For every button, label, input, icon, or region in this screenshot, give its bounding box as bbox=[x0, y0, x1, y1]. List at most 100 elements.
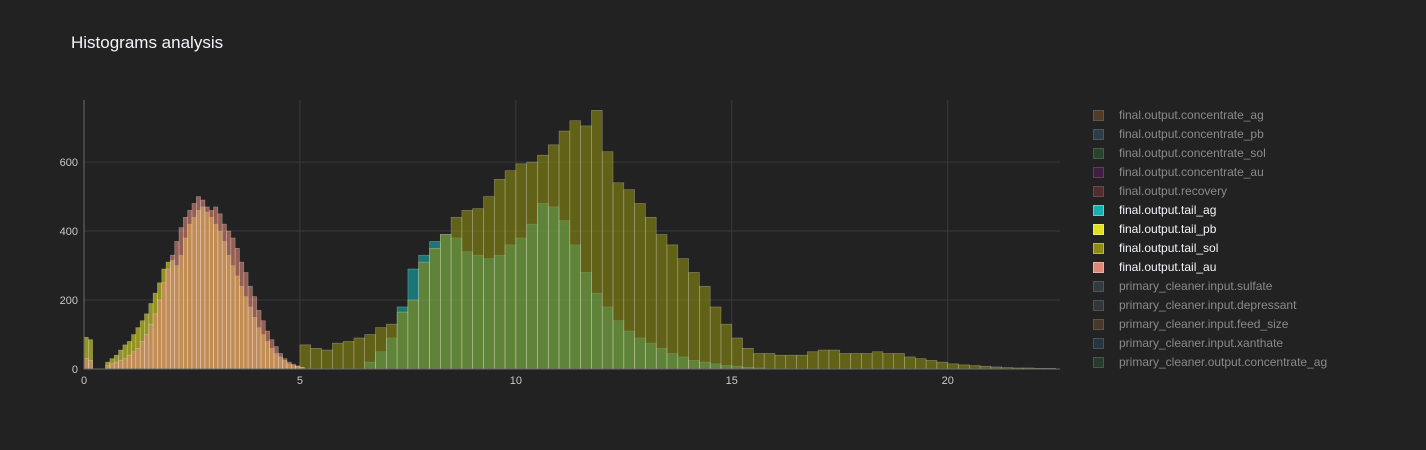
histogram-bar[interactable] bbox=[234, 247, 240, 370]
histogram-bar[interactable] bbox=[139, 341, 145, 370]
histogram-bar[interactable] bbox=[828, 349, 841, 370]
histogram-bar[interactable] bbox=[461, 210, 473, 370]
histogram-bar[interactable] bbox=[753, 353, 765, 370]
histogram-bar[interactable] bbox=[174, 241, 180, 370]
histogram-bar[interactable] bbox=[623, 189, 635, 370]
histogram-bar[interactable] bbox=[252, 296, 258, 370]
histogram-bar[interactable] bbox=[915, 358, 927, 370]
histogram-bar[interactable] bbox=[418, 261, 430, 370]
histogram-bar[interactable] bbox=[286, 361, 292, 370]
histogram-bar[interactable] bbox=[187, 210, 193, 370]
legend-item[interactable]: primary_cleaner.input.sulfate bbox=[1093, 277, 1327, 296]
histogram-bar[interactable] bbox=[310, 348, 322, 370]
histogram-bar[interactable] bbox=[386, 323, 398, 370]
histogram-bar[interactable] bbox=[947, 363, 959, 370]
histogram-bar[interactable] bbox=[126, 354, 132, 370]
histogram-bar[interactable] bbox=[677, 258, 689, 370]
histogram-bar[interactable] bbox=[709, 306, 722, 370]
histogram-bar[interactable] bbox=[269, 339, 275, 370]
histogram-bar[interactable] bbox=[925, 360, 938, 370]
histogram-bar[interactable] bbox=[332, 342, 344, 370]
histogram-bar[interactable] bbox=[612, 182, 625, 370]
histogram-bar[interactable] bbox=[439, 234, 452, 370]
histogram-bar[interactable] bbox=[265, 330, 270, 370]
legend-item[interactable]: final.output.tail_sol bbox=[1093, 239, 1327, 258]
histogram-bar[interactable] bbox=[655, 234, 668, 370]
histogram-bar[interactable] bbox=[113, 361, 119, 370]
histogram-bar[interactable] bbox=[273, 346, 279, 370]
histogram-bar[interactable] bbox=[299, 344, 312, 370]
histogram-bar[interactable] bbox=[247, 285, 253, 370]
histogram-bar[interactable] bbox=[969, 365, 981, 370]
histogram-bar[interactable] bbox=[936, 361, 949, 370]
legend-item[interactable]: final.output.concentrate_sol bbox=[1093, 144, 1327, 163]
histogram-bar[interactable] bbox=[170, 254, 175, 370]
legend-item[interactable]: final.output.tail_au bbox=[1093, 258, 1327, 277]
histogram-bar[interactable] bbox=[239, 261, 245, 370]
histogram-bar[interactable] bbox=[493, 179, 506, 370]
histogram-bar[interactable] bbox=[157, 299, 163, 370]
histogram-bar[interactable] bbox=[483, 196, 495, 370]
histogram-bar[interactable] bbox=[83, 358, 89, 370]
histogram-bar[interactable] bbox=[88, 360, 93, 370]
histogram-bar[interactable] bbox=[407, 299, 419, 370]
histogram-bar[interactable] bbox=[634, 203, 646, 370]
histogram-bar[interactable] bbox=[645, 216, 657, 370]
histogram-bar[interactable] bbox=[191, 203, 197, 370]
histogram-bar[interactable] bbox=[152, 313, 158, 370]
histogram-bar[interactable] bbox=[796, 354, 808, 370]
histogram-bar[interactable] bbox=[861, 353, 873, 370]
histogram-bar[interactable] bbox=[731, 337, 743, 370]
histogram-bar[interactable] bbox=[183, 216, 188, 370]
legend-item[interactable]: final.output.concentrate_pb bbox=[1093, 125, 1327, 144]
histogram-bar[interactable] bbox=[720, 323, 733, 370]
histogram-bar[interactable] bbox=[243, 272, 249, 370]
histogram-bar[interactable] bbox=[208, 210, 214, 370]
histogram-bar[interactable] bbox=[118, 360, 124, 370]
histogram-bar[interactable] bbox=[504, 170, 517, 370]
histogram-bar[interactable] bbox=[429, 247, 441, 370]
legend-item[interactable]: primary_cleaner.input.depressant bbox=[1093, 296, 1327, 315]
histogram-bar[interactable] bbox=[144, 334, 150, 370]
histogram-bar[interactable] bbox=[558, 130, 571, 370]
histogram-bar[interactable] bbox=[774, 354, 787, 370]
histogram-bar[interactable] bbox=[230, 237, 236, 370]
legend-item[interactable]: primary_cleaner.input.xanthate bbox=[1093, 334, 1327, 353]
histogram-bar[interactable] bbox=[601, 151, 614, 370]
histogram-bar[interactable] bbox=[226, 230, 232, 370]
legend-item[interactable]: final.output.tail_pb bbox=[1093, 220, 1327, 239]
legend-item[interactable]: final.output.concentrate_ag bbox=[1093, 106, 1327, 125]
histogram-bar[interactable] bbox=[135, 348, 141, 370]
histogram-bar[interactable] bbox=[165, 268, 171, 370]
histogram-bar[interactable] bbox=[256, 310, 262, 370]
histogram-bar[interactable] bbox=[195, 196, 201, 370]
histogram-bar[interactable] bbox=[871, 351, 884, 370]
histogram-bar[interactable] bbox=[375, 327, 387, 370]
histogram-bar[interactable] bbox=[580, 125, 592, 370]
histogram-bar[interactable] bbox=[282, 358, 288, 370]
histogram-bar[interactable] bbox=[537, 154, 549, 370]
histogram-bar[interactable] bbox=[200, 199, 206, 370]
legend-item[interactable]: primary_cleaner.input.feed_size bbox=[1093, 315, 1327, 334]
histogram-bar[interactable] bbox=[105, 365, 111, 370]
histogram-bar[interactable] bbox=[958, 364, 970, 370]
histogram-bar[interactable] bbox=[893, 353, 905, 370]
histogram-bar[interactable] bbox=[178, 227, 184, 370]
histogram-bar[interactable] bbox=[882, 353, 895, 370]
legend-item[interactable]: final.output.concentrate_au bbox=[1093, 163, 1327, 182]
histogram-bar[interactable] bbox=[290, 363, 296, 370]
histogram-bar[interactable] bbox=[763, 353, 776, 370]
histogram-bar[interactable] bbox=[591, 110, 603, 370]
histogram-bar[interactable] bbox=[204, 206, 210, 370]
histogram-bar[interactable] bbox=[839, 353, 851, 370]
legend-item[interactable]: final.output.recovery bbox=[1093, 182, 1327, 201]
histogram-bar[interactable] bbox=[122, 358, 128, 370]
histogram-bar[interactable] bbox=[221, 223, 227, 370]
histogram-bar[interactable] bbox=[450, 216, 463, 370]
histogram-bar[interactable] bbox=[547, 144, 560, 370]
legend-item[interactable]: primary_cleaner.output.concentrate_ag bbox=[1093, 353, 1327, 372]
histogram-bar[interactable] bbox=[666, 244, 679, 370]
histogram-bar[interactable] bbox=[321, 349, 333, 370]
histogram-bar[interactable] bbox=[217, 213, 223, 370]
